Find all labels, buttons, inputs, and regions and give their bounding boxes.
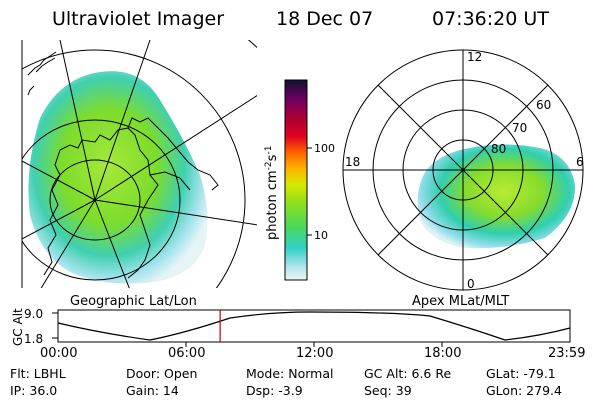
gc-alt-info: GC Alt: 6.6 Re bbox=[364, 366, 452, 381]
x-tick-label-0600: 06:00 bbox=[168, 346, 206, 361]
geographic-image bbox=[22, 40, 257, 288]
left-panel-label: Geographic Lat/Lon bbox=[70, 294, 197, 309]
coastline-peninsula bbox=[27, 51, 57, 76]
x-tick-label-0000: 00:00 bbox=[40, 346, 78, 361]
alt-tick-label-9: 9.0 bbox=[24, 307, 43, 321]
mlt-label-0: 0 bbox=[467, 277, 475, 291]
x-tick-label-1200: 12:00 bbox=[296, 346, 334, 361]
lat-circle-outer bbox=[22, 49, 246, 288]
glon-info: GLon: 279.4 bbox=[486, 383, 562, 398]
date-label: 18 Dec 07 bbox=[276, 8, 374, 30]
glat-info: GLat: -79.1 bbox=[486, 366, 556, 381]
mlt-label-18: 18 bbox=[345, 155, 360, 169]
x-tick-label-2359: 23:59 bbox=[548, 346, 586, 361]
altitude-ylabel: GC Alt bbox=[11, 308, 25, 346]
x-tick-label-1800: 18:00 bbox=[424, 346, 462, 361]
filter-info: Flt: LBHL bbox=[10, 366, 66, 381]
lat-circle-middle bbox=[22, 119, 181, 281]
meridian-6 bbox=[94, 199, 130, 288]
meridian-7 bbox=[40, 199, 96, 288]
mlt-label-12: 12 bbox=[467, 50, 482, 64]
altitude-curve bbox=[57, 311, 571, 341]
coastline bbox=[27, 57, 219, 279]
right-panel-label: Apex MLat/MLT bbox=[412, 294, 510, 309]
door-info: Door: Open bbox=[126, 366, 198, 381]
aurora-emission-right bbox=[417, 144, 576, 249]
aurora-emission-left bbox=[28, 71, 208, 284]
x-ticks bbox=[185, 342, 443, 347]
time-label: 07:36:20 UT bbox=[432, 8, 549, 30]
colorbar bbox=[284, 79, 308, 281]
mode-info: Mode: Normal bbox=[246, 366, 334, 381]
lat-circle-inner bbox=[49, 159, 141, 241]
dsp-info: Dsp: -3.9 bbox=[246, 383, 303, 398]
meridian-8 bbox=[22, 199, 96, 240]
lat-label-70: 70 bbox=[512, 121, 527, 135]
instrument-title: Ultraviolet Imager bbox=[52, 8, 225, 30]
lat-label-60: 60 bbox=[536, 98, 551, 112]
meridian-2 bbox=[59, 40, 96, 201]
seq-info: Seq: 39 bbox=[364, 383, 412, 398]
lat-label-80: 80 bbox=[491, 142, 506, 156]
mlt-label-6: 6 bbox=[576, 155, 584, 169]
meridian-3 bbox=[94, 40, 151, 201]
colorbar-unit-label: photon cm-2s-1 bbox=[264, 146, 280, 240]
colorbar-label-100: 100 bbox=[314, 142, 335, 155]
gain-info: Gain: 14 bbox=[126, 383, 179, 398]
ip-info: IP: 36.0 bbox=[10, 383, 58, 398]
mlt-line-diag2 bbox=[377, 84, 549, 256]
meridian-5 bbox=[94, 199, 257, 226]
colorbar-label-10: 10 bbox=[314, 229, 328, 242]
alt-tick-label-1.8: 1.8 bbox=[24, 332, 43, 346]
